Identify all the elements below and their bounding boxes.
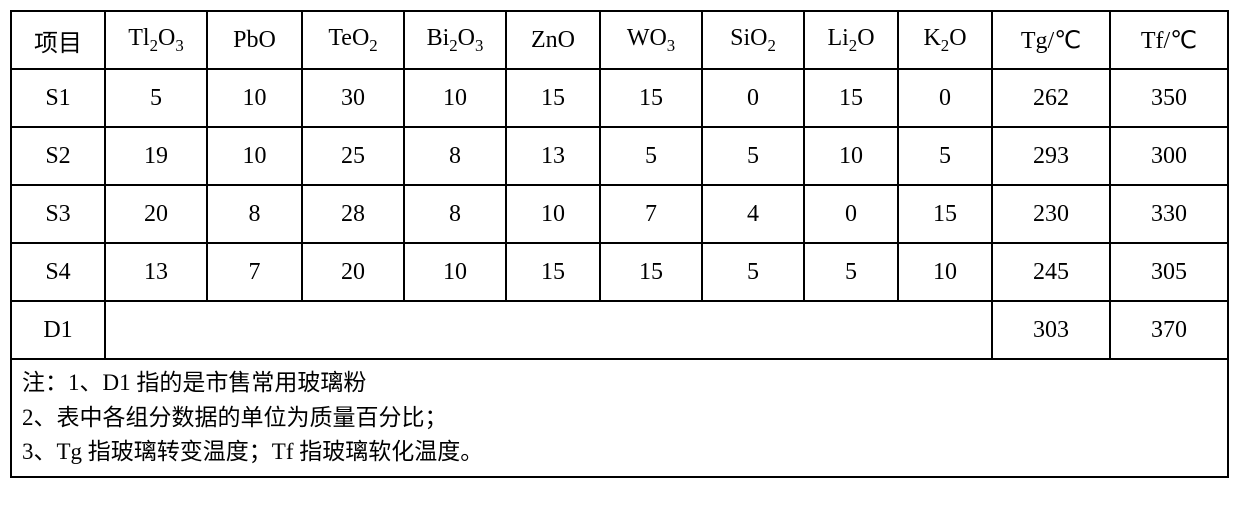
notes-row: 注：1、D1 指的是市售常用玻璃粉2、表中各组分数据的单位为质量百分比；3、Tg… <box>11 359 1228 477</box>
column-header: K2O <box>898 11 992 69</box>
data-cell: 7 <box>600 185 702 243</box>
data-cell: 15 <box>506 243 600 301</box>
data-cell: 8 <box>404 127 506 185</box>
data-cell: 20 <box>105 185 207 243</box>
data-cell: 13 <box>105 243 207 301</box>
row-label: S2 <box>11 127 105 185</box>
row-label: S3 <box>11 185 105 243</box>
data-cell: 10 <box>207 127 302 185</box>
data-cell: 7 <box>207 243 302 301</box>
data-cell: 10 <box>404 243 506 301</box>
row-label: S1 <box>11 69 105 127</box>
data-cell: 5 <box>105 69 207 127</box>
data-cell: 15 <box>600 69 702 127</box>
data-cell: 4 <box>702 185 804 243</box>
data-cell: 10 <box>506 185 600 243</box>
empty-span <box>105 301 992 359</box>
data-cell: 15 <box>898 185 992 243</box>
column-header: ZnO <box>506 11 600 69</box>
data-cell: 5 <box>600 127 702 185</box>
column-header: TeO2 <box>302 11 404 69</box>
column-header: Bi2O3 <box>404 11 506 69</box>
column-header: 项目 <box>11 11 105 69</box>
data-cell: 8 <box>404 185 506 243</box>
column-header: PbO <box>207 11 302 69</box>
data-cell: 0 <box>804 185 898 243</box>
column-header: Tf/℃ <box>1110 11 1228 69</box>
data-cell: 300 <box>1110 127 1228 185</box>
data-cell: 10 <box>898 243 992 301</box>
row-label: S4 <box>11 243 105 301</box>
data-cell: 13 <box>506 127 600 185</box>
data-cell: 0 <box>898 69 992 127</box>
data-cell: 28 <box>302 185 404 243</box>
table-row: S4137201015155510245305 <box>11 243 1228 301</box>
column-header: Tg/℃ <box>992 11 1110 69</box>
data-cell: 15 <box>506 69 600 127</box>
data-cell: 330 <box>1110 185 1228 243</box>
column-header: Tl2O3 <box>105 11 207 69</box>
data-cell: 5 <box>898 127 992 185</box>
table-row-d1: D1 303370 <box>11 301 1228 359</box>
data-cell: 350 <box>1110 69 1228 127</box>
data-cell: 20 <box>302 243 404 301</box>
notes-cell: 注：1、D1 指的是市售常用玻璃粉2、表中各组分数据的单位为质量百分比；3、Tg… <box>11 359 1228 477</box>
column-header: WO3 <box>600 11 702 69</box>
data-cell: 19 <box>105 127 207 185</box>
data-cell: 303 <box>992 301 1110 359</box>
data-cell: 10 <box>404 69 506 127</box>
row-label: D1 <box>11 301 105 359</box>
column-header: SiO2 <box>702 11 804 69</box>
data-cell: 262 <box>992 69 1110 127</box>
data-cell: 0 <box>702 69 804 127</box>
table-row: S1510301015150150262350 <box>11 69 1228 127</box>
data-cell: 10 <box>804 127 898 185</box>
data-cell: 245 <box>992 243 1110 301</box>
data-cell: 370 <box>1110 301 1228 359</box>
data-cell: 293 <box>992 127 1110 185</box>
data-cell: 10 <box>207 69 302 127</box>
data-cell: 305 <box>1110 243 1228 301</box>
table-row: S219102581355105293300 <box>11 127 1228 185</box>
data-cell: 5 <box>804 243 898 301</box>
data-cell: 5 <box>702 243 804 301</box>
data-cell: 5 <box>702 127 804 185</box>
column-header: Li2O <box>804 11 898 69</box>
data-cell: 8 <box>207 185 302 243</box>
data-cell: 30 <box>302 69 404 127</box>
data-cell: 25 <box>302 127 404 185</box>
glass-composition-table: 项目Tl2O3PbOTeO2Bi2O3ZnOWO3SiO2Li2OK2OTg/℃… <box>10 10 1229 478</box>
data-cell: 230 <box>992 185 1110 243</box>
table-header-row: 项目Tl2O3PbOTeO2Bi2O3ZnOWO3SiO2Li2OK2OTg/℃… <box>11 11 1228 69</box>
table-row: S32082881074015230330 <box>11 185 1228 243</box>
data-cell: 15 <box>600 243 702 301</box>
data-cell: 15 <box>804 69 898 127</box>
